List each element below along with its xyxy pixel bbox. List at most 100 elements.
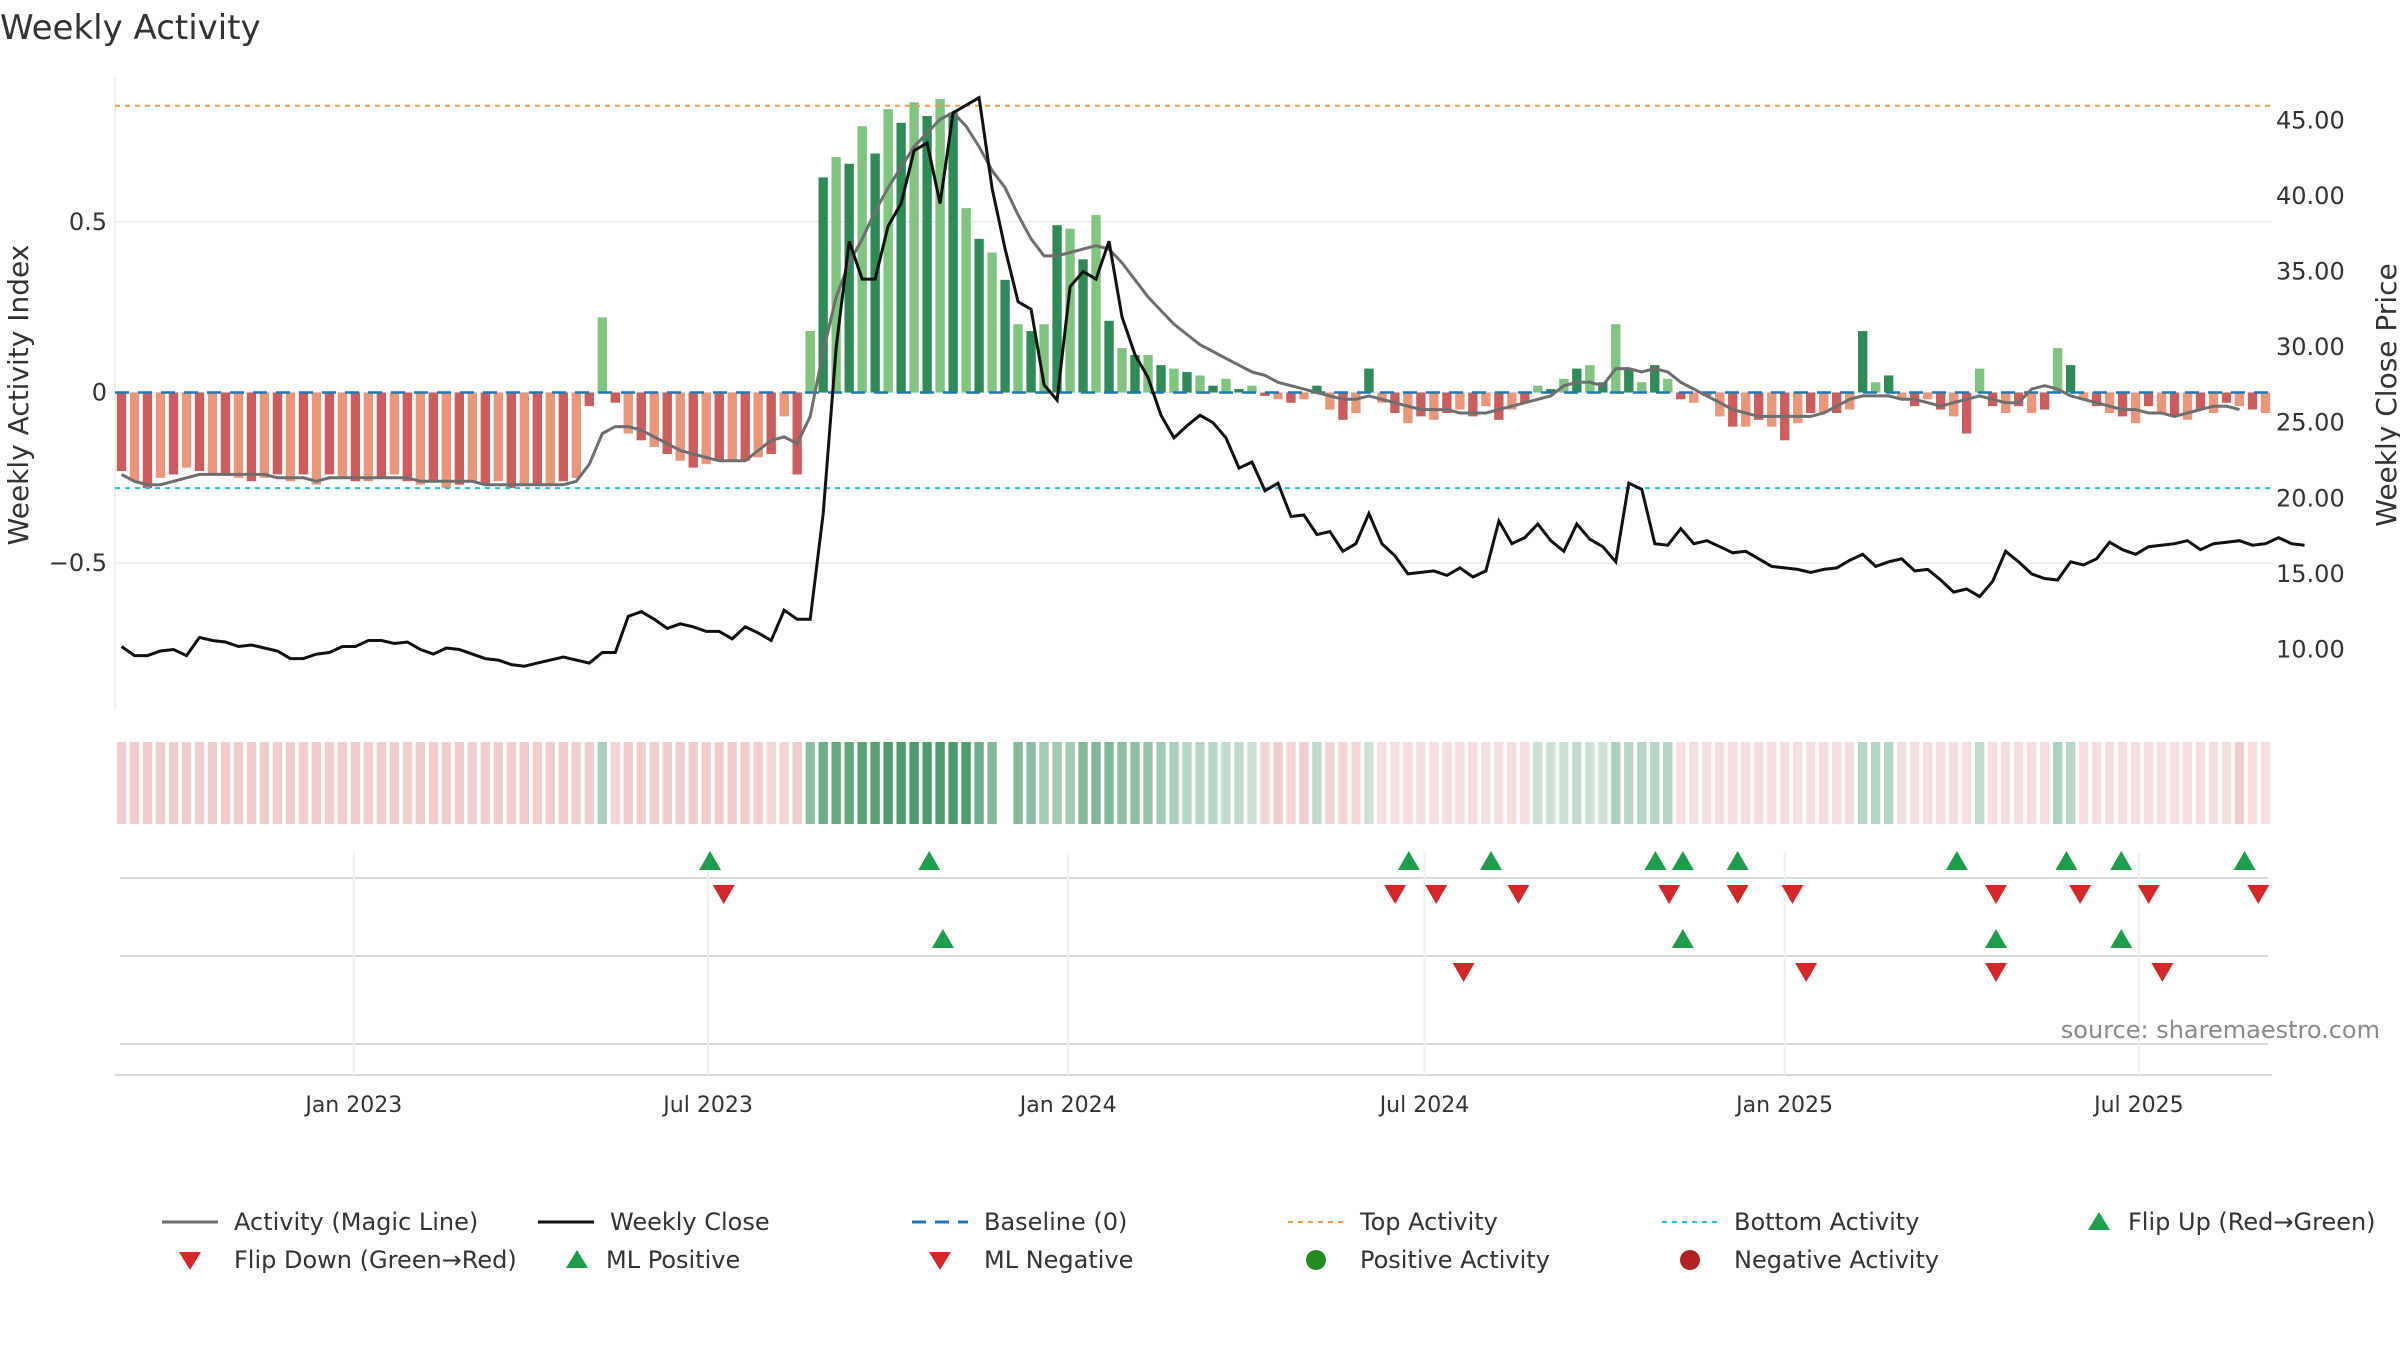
y2-tick-label: 30.00 <box>2276 333 2345 361</box>
strip-cell <box>1780 742 1790 824</box>
legend-item-close: Weekly Close <box>536 1206 770 1238</box>
activity-bar <box>233 392 244 478</box>
activity-bar <box>1104 320 1114 393</box>
strip-cell <box>714 742 724 824</box>
x-tick-label: Jan 2024 <box>1018 1093 1117 1118</box>
strip-cell <box>1767 742 1777 824</box>
strip-cell <box>415 742 426 824</box>
activity-bar <box>142 392 153 489</box>
flip-down-marker <box>1781 885 1804 904</box>
flip-up-marker <box>2055 851 2078 870</box>
strip-cell <box>1260 742 1270 824</box>
activity-bar <box>1819 392 1829 413</box>
strip-cell <box>2260 742 2271 824</box>
strip-cell <box>1416 742 1426 824</box>
strip-cell <box>2117 742 2128 824</box>
strip-cell <box>1312 742 1322 824</box>
legend-label: Bottom Activity <box>1734 1208 1920 1236</box>
y2-tick-label: 10.00 <box>2276 636 2345 664</box>
activity-bar <box>428 392 439 482</box>
strip-cell <box>2143 742 2154 824</box>
strip-cell <box>233 742 244 824</box>
strip-cell <box>272 742 283 824</box>
strip-cell <box>1572 742 1582 824</box>
strip-cell <box>1052 742 1062 824</box>
strip-cell <box>1494 742 1504 824</box>
activity-bar <box>1858 331 1868 393</box>
strip-cell <box>1442 742 1452 824</box>
line-layer <box>115 95 2305 668</box>
y2-tick-label: 25.00 <box>2276 409 2345 437</box>
flip-up-marker <box>2110 851 2133 870</box>
strip-cell <box>2221 742 2232 824</box>
activity-bar <box>324 392 335 475</box>
activity-bar <box>948 112 958 393</box>
activity-bar <box>2195 392 2206 410</box>
activity-bar <box>1961 392 1972 434</box>
signal-markers <box>699 851 2270 982</box>
activity-bar <box>1351 392 1361 413</box>
activity-bar <box>311 392 322 485</box>
strip-cell <box>1481 742 1491 824</box>
strip-cell <box>740 742 750 824</box>
activity-bar <box>1013 324 1023 393</box>
activity-bar <box>480 392 491 485</box>
strip-cell <box>545 742 555 824</box>
activity-bar <box>844 163 854 393</box>
strip-cell <box>1091 742 1101 824</box>
strip-cell <box>1845 742 1855 824</box>
legend-label: Negative Activity <box>1734 1246 1940 1274</box>
strip-cell <box>909 742 919 824</box>
strip-cell <box>2091 742 2102 824</box>
activity-bar <box>987 252 997 393</box>
activity-bar <box>1468 392 1478 417</box>
strip-cell <box>987 742 997 824</box>
activity-bar <box>779 392 789 417</box>
strip-cell <box>155 742 166 824</box>
y2-tick-label: 15.00 <box>2276 560 2345 588</box>
legend-item-flipdown: Flip Down (Green→Red) <box>160 1244 517 1276</box>
ml-positive-marker <box>1985 929 2008 948</box>
legend-item-flipup: Flip Up (Red→Green) <box>2084 1206 2376 1238</box>
activity-bar <box>1182 372 1192 393</box>
activity-bar <box>467 392 478 482</box>
strip-cell <box>2130 742 2141 824</box>
activity-bar <box>1039 324 1049 393</box>
activity-bar <box>220 392 231 475</box>
activity-bar <box>272 392 283 475</box>
activity-bar <box>2078 392 2089 400</box>
strip-cell <box>246 742 257 824</box>
y-tick-label: 0 <box>92 379 107 407</box>
strip-cell <box>2234 742 2245 824</box>
activity-bar <box>909 102 919 393</box>
strip-cell <box>1728 742 1738 824</box>
strip-cell <box>1117 742 1127 824</box>
strip-cell <box>2195 742 2206 824</box>
strip-cell <box>298 742 309 824</box>
strip-cell <box>1156 742 1166 824</box>
activity-bar <box>181 392 192 468</box>
strip-cell <box>792 742 802 824</box>
strip-cell <box>1351 742 1361 824</box>
strip-cell <box>1702 742 1712 824</box>
activity-bar <box>558 392 568 482</box>
activity-bar <box>1948 392 1959 417</box>
flip-up-marker <box>699 851 722 870</box>
activity-bar <box>636 392 646 441</box>
activity-bar <box>2221 392 2232 403</box>
activity-bar <box>1416 392 1426 417</box>
activity-bar <box>454 392 465 485</box>
flip-down-marker <box>1384 885 1407 904</box>
flip-down-marker <box>1726 885 1749 904</box>
activity-bar <box>1832 392 1842 413</box>
activity-bar <box>194 392 205 472</box>
activity-bar <box>597 317 607 393</box>
activity-bar <box>727 392 737 461</box>
activity-bar <box>1922 392 1933 400</box>
ml-negative-marker <box>1985 963 2008 982</box>
strip-cell <box>363 742 374 824</box>
activity-bar <box>2260 392 2271 413</box>
strip-cell <box>1338 742 1348 824</box>
activity-bars <box>116 98 2271 489</box>
activity-bar <box>1338 392 1348 420</box>
